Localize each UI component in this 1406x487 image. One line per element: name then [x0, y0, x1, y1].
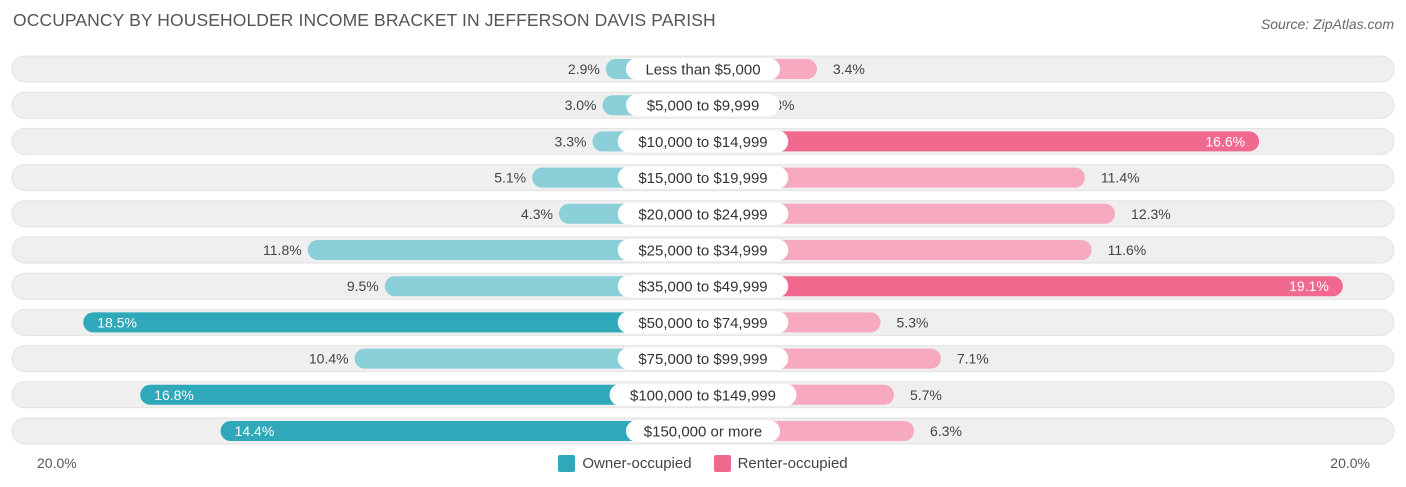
category-label: Less than $5,000: [645, 62, 760, 79]
renter-value-label: 3.4%: [833, 61, 865, 77]
owner-value-label: 3.3%: [555, 133, 587, 149]
owner-value-label: 18.5%: [97, 314, 137, 330]
renter-value-label: 11.6%: [1108, 242, 1147, 258]
category-label-background: [617, 239, 789, 261]
renter-value-label: 7.1%: [957, 351, 989, 367]
renter-value-label: 6.3%: [930, 423, 962, 439]
category-label: $35,000 to $49,999: [638, 279, 767, 296]
owner-bar: [140, 384, 703, 405]
category-label: $15,000 to $19,999: [638, 170, 767, 187]
category-label-background: [617, 275, 789, 298]
legend-swatch-renter: [713, 454, 731, 472]
category-label-background: [626, 94, 780, 117]
renter-value-label: 12.3%: [1131, 206, 1171, 222]
category-label-background: [617, 347, 789, 370]
renter-value-label: 5.7%: [910, 387, 942, 403]
renter-bar: [703, 276, 1343, 297]
category-label: $150,000 or more: [644, 424, 762, 441]
legend-label-renter: Renter-occupied: [737, 454, 848, 472]
renter-value-label: 16.6%: [1205, 133, 1245, 149]
axis-right-label: 20.0%: [1330, 455, 1370, 471]
legend: Owner-occupied Renter-occupied: [0, 453, 1406, 473]
category-label: $5,000 to $9,999: [647, 98, 760, 115]
category-label-background: [617, 166, 789, 189]
renter-value-label: 11.4%: [1101, 170, 1140, 186]
owner-value-label: 5.1%: [494, 170, 526, 186]
owner-value-label: 14.4%: [235, 423, 275, 439]
legend-item-owner[interactable]: Owner-occupied: [558, 454, 692, 472]
category-label-background: [617, 130, 789, 153]
owner-value-label: 3.0%: [565, 97, 597, 113]
renter-bar: [703, 240, 1092, 260]
category-label-background: [617, 311, 789, 334]
category-label-background: [626, 420, 780, 442]
category-label: $20,000 to $24,999: [638, 206, 767, 223]
legend-label-owner: Owner-occupied: [582, 454, 692, 472]
category-label: $50,000 to $74,999: [638, 315, 767, 332]
owner-bar: [83, 312, 703, 333]
category-label: $75,000 to $99,999: [638, 351, 767, 368]
renter-bar: [703, 167, 1085, 188]
category-label: $25,000 to $34,999: [638, 243, 767, 260]
owner-bar: [307, 240, 703, 260]
axis-left-label: 20.0%: [37, 455, 77, 471]
renter-bar: [703, 203, 1116, 224]
owner-value-label: 2.9%: [568, 61, 600, 77]
category-label-background: [626, 58, 780, 80]
owner-bar: [220, 421, 703, 441]
legend-item-renter[interactable]: Renter-occupied: [713, 454, 848, 472]
owner-value-label: 10.4%: [309, 351, 349, 367]
source-credit: Source: ZipAtlas.com: [1260, 16, 1394, 32]
owner-value-label: 11.8%: [263, 242, 302, 258]
category-label-background: [617, 202, 789, 225]
category-label: $100,000 to $149,999: [630, 387, 776, 404]
owner-value-label: 16.8%: [154, 387, 194, 403]
renter-value-label: 19.1%: [1289, 278, 1329, 294]
chart-title: OCCUPANCY BY HOUSEHOLDER INCOME BRACKET …: [13, 10, 716, 30]
owner-bar: [354, 348, 703, 369]
owner-value-label: 4.3%: [521, 206, 553, 222]
category-label-background: [609, 383, 797, 406]
owner-value-label: 9.5%: [347, 278, 379, 294]
renter-value-label: 5.3%: [897, 314, 929, 330]
legend-swatch-owner: [558, 454, 576, 472]
renter-bar: [703, 131, 1260, 152]
category-label: $10,000 to $14,999: [638, 134, 767, 151]
